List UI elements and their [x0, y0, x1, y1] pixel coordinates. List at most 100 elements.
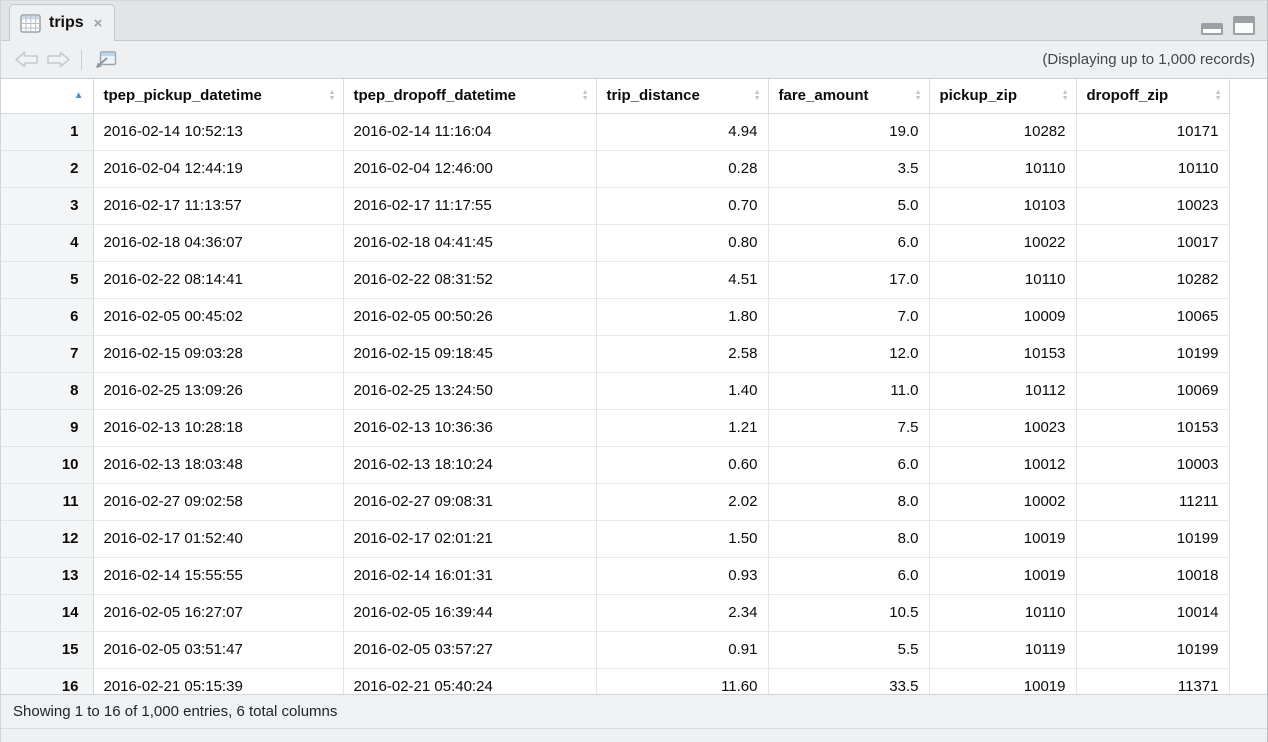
cell-pickup-datetime[interactable]: 2016-02-15 09:03:28 — [93, 335, 344, 373]
cell-dropoff-zip[interactable]: 11211 — [1076, 483, 1230, 521]
cell-trip-distance[interactable]: 0.60 — [596, 446, 769, 484]
cell-dropoff-datetime[interactable]: 2016-02-05 03:57:27 — [343, 631, 597, 669]
cell-fare-amount[interactable]: 6.0 — [768, 446, 930, 484]
cell-pickup-zip[interactable]: 10282 — [929, 113, 1077, 151]
cell-fare-amount[interactable]: 8.0 — [768, 520, 930, 558]
cell-pickup-datetime[interactable]: 2016-02-21 05:15:39 — [93, 668, 344, 694]
cell-dropoff-zip[interactable]: 10153 — [1076, 409, 1230, 447]
cell-pickup-zip[interactable]: 10153 — [929, 335, 1077, 373]
sortable-icon[interactable] — [582, 90, 589, 102]
cell-pickup-zip[interactable]: 10022 — [929, 224, 1077, 262]
cell-dropoff-zip[interactable]: 10069 — [1076, 372, 1230, 410]
header-tpep-pickup-datetime[interactable]: tpep_pickup_datetime — [93, 79, 344, 114]
cell-pickup-datetime[interactable]: 2016-02-13 10:28:18 — [93, 409, 344, 447]
cell-dropoff-datetime[interactable]: 2016-02-25 13:24:50 — [343, 372, 597, 410]
cell-dropoff-datetime[interactable]: 2016-02-18 04:41:45 — [343, 224, 597, 262]
cell-pickup-zip[interactable]: 10023 — [929, 409, 1077, 447]
cell-dropoff-datetime[interactable]: 2016-02-05 16:39:44 — [343, 594, 597, 632]
cell-fare-amount[interactable]: 7.5 — [768, 409, 930, 447]
cell-pickup-datetime[interactable]: 2016-02-05 03:51:47 — [93, 631, 344, 669]
forward-arrow-icon[interactable] — [45, 49, 72, 70]
header-pickup-zip[interactable]: pickup_zip — [929, 79, 1077, 114]
cell-dropoff-datetime[interactable]: 2016-02-04 12:46:00 — [343, 150, 597, 188]
back-arrow-icon[interactable] — [13, 49, 40, 70]
sortable-icon[interactable] — [329, 90, 336, 102]
cell-pickup-datetime[interactable]: 2016-02-18 04:36:07 — [93, 224, 344, 262]
cell-dropoff-datetime[interactable]: 2016-02-15 09:18:45 — [343, 335, 597, 373]
cell-dropoff-zip[interactable]: 10023 — [1076, 187, 1230, 225]
cell-pickup-zip[interactable]: 10002 — [929, 483, 1077, 521]
cell-pickup-zip[interactable]: 10110 — [929, 150, 1077, 188]
cell-pickup-datetime[interactable]: 2016-02-17 11:13:57 — [93, 187, 344, 225]
maximize-pane-icon[interactable] — [1233, 16, 1255, 35]
cell-fare-amount[interactable]: 11.0 — [768, 372, 930, 410]
cell-pickup-zip[interactable]: 10019 — [929, 557, 1077, 595]
cell-pickup-datetime[interactable]: 2016-02-27 09:02:58 — [93, 483, 344, 521]
cell-pickup-zip[interactable]: 10110 — [929, 261, 1077, 299]
cell-pickup-zip[interactable]: 10012 — [929, 446, 1077, 484]
table-row[interactable]: 16 2016-02-21 05:15:39 2016-02-21 05:40:… — [1, 668, 1230, 694]
cell-dropoff-datetime[interactable]: 2016-02-17 11:17:55 — [343, 187, 597, 225]
table-row[interactable]: 4 2016-02-18 04:36:07 2016-02-18 04:41:4… — [1, 224, 1230, 262]
cell-fare-amount[interactable]: 33.5 — [768, 668, 930, 694]
tab-close-icon[interactable]: × — [93, 14, 103, 32]
cell-dropoff-datetime[interactable]: 2016-02-27 09:08:31 — [343, 483, 597, 521]
cell-fare-amount[interactable]: 7.0 — [768, 298, 930, 336]
cell-dropoff-zip[interactable]: 10282 — [1076, 261, 1230, 299]
cell-dropoff-datetime[interactable]: 2016-02-14 16:01:31 — [343, 557, 597, 595]
cell-trip-distance[interactable]: 0.28 — [596, 150, 769, 188]
cell-trip-distance[interactable]: 1.21 — [596, 409, 769, 447]
cell-dropoff-zip[interactable]: 10110 — [1076, 150, 1230, 188]
cell-fare-amount[interactable]: 5.0 — [768, 187, 930, 225]
cell-trip-distance[interactable]: 0.70 — [596, 187, 769, 225]
table-row[interactable]: 11 2016-02-27 09:02:58 2016-02-27 09:08:… — [1, 483, 1230, 521]
sortable-icon[interactable] — [1215, 90, 1222, 102]
cell-fare-amount[interactable]: 6.0 — [768, 224, 930, 262]
cell-pickup-datetime[interactable]: 2016-02-05 16:27:07 — [93, 594, 344, 632]
sort-ascending-icon[interactable] — [74, 91, 84, 101]
table-row[interactable]: 9 2016-02-13 10:28:18 2016-02-13 10:36:3… — [1, 409, 1230, 447]
cell-pickup-datetime[interactable]: 2016-02-22 08:14:41 — [93, 261, 344, 299]
cell-dropoff-zip[interactable]: 10171 — [1076, 113, 1230, 151]
cell-trip-distance[interactable]: 0.93 — [596, 557, 769, 595]
cell-dropoff-datetime[interactable]: 2016-02-14 11:16:04 — [343, 113, 597, 151]
cell-fare-amount[interactable]: 19.0 — [768, 113, 930, 151]
cell-dropoff-zip[interactable]: 10018 — [1076, 557, 1230, 595]
cell-pickup-zip[interactable]: 10110 — [929, 594, 1077, 632]
table-row[interactable]: 10 2016-02-13 18:03:48 2016-02-13 18:10:… — [1, 446, 1230, 484]
table-row[interactable]: 5 2016-02-22 08:14:41 2016-02-22 08:31:5… — [1, 261, 1230, 299]
sortable-icon[interactable] — [754, 90, 761, 102]
table-row[interactable]: 3 2016-02-17 11:13:57 2016-02-17 11:17:5… — [1, 187, 1230, 225]
cell-dropoff-zip[interactable]: 10199 — [1076, 520, 1230, 558]
cell-fare-amount[interactable]: 12.0 — [768, 335, 930, 373]
cell-trip-distance[interactable]: 0.80 — [596, 224, 769, 262]
cell-trip-distance[interactable]: 2.02 — [596, 483, 769, 521]
table-row[interactable]: 8 2016-02-25 13:09:26 2016-02-25 13:24:5… — [1, 372, 1230, 410]
cell-pickup-zip[interactable]: 10119 — [929, 631, 1077, 669]
cell-pickup-datetime[interactable]: 2016-02-13 18:03:48 — [93, 446, 344, 484]
cell-dropoff-datetime[interactable]: 2016-02-21 05:40:24 — [343, 668, 597, 694]
table-row[interactable]: 12 2016-02-17 01:52:40 2016-02-17 02:01:… — [1, 520, 1230, 558]
cell-trip-distance[interactable]: 0.91 — [596, 631, 769, 669]
header-fare-amount[interactable]: fare_amount — [768, 79, 930, 114]
minimize-pane-icon[interactable] — [1201, 23, 1223, 35]
cell-trip-distance[interactable]: 2.58 — [596, 335, 769, 373]
cell-dropoff-zip[interactable]: 10199 — [1076, 631, 1230, 669]
cell-pickup-zip[interactable]: 10009 — [929, 298, 1077, 336]
cell-fare-amount[interactable]: 8.0 — [768, 483, 930, 521]
header-tpep-dropoff-datetime[interactable]: tpep_dropoff_datetime — [343, 79, 597, 114]
cell-trip-distance[interactable]: 4.94 — [596, 113, 769, 151]
cell-pickup-zip[interactable]: 10112 — [929, 372, 1077, 410]
sortable-icon[interactable] — [1062, 90, 1069, 102]
cell-dropoff-datetime[interactable]: 2016-02-13 10:36:36 — [343, 409, 597, 447]
table-row[interactable]: 1 2016-02-14 10:52:13 2016-02-14 11:16:0… — [1, 113, 1230, 151]
cell-trip-distance[interactable]: 1.40 — [596, 372, 769, 410]
cell-pickup-datetime[interactable]: 2016-02-17 01:52:40 — [93, 520, 344, 558]
header-row-number[interactable] — [1, 79, 94, 114]
table-row[interactable]: 13 2016-02-14 15:55:55 2016-02-14 16:01:… — [1, 557, 1230, 595]
cell-dropoff-datetime[interactable]: 2016-02-13 18:10:24 — [343, 446, 597, 484]
cell-fare-amount[interactable]: 5.5 — [768, 631, 930, 669]
cell-fare-amount[interactable]: 17.0 — [768, 261, 930, 299]
cell-dropoff-zip[interactable]: 11371 — [1076, 668, 1230, 694]
cell-pickup-datetime[interactable]: 2016-02-04 12:44:19 — [93, 150, 344, 188]
